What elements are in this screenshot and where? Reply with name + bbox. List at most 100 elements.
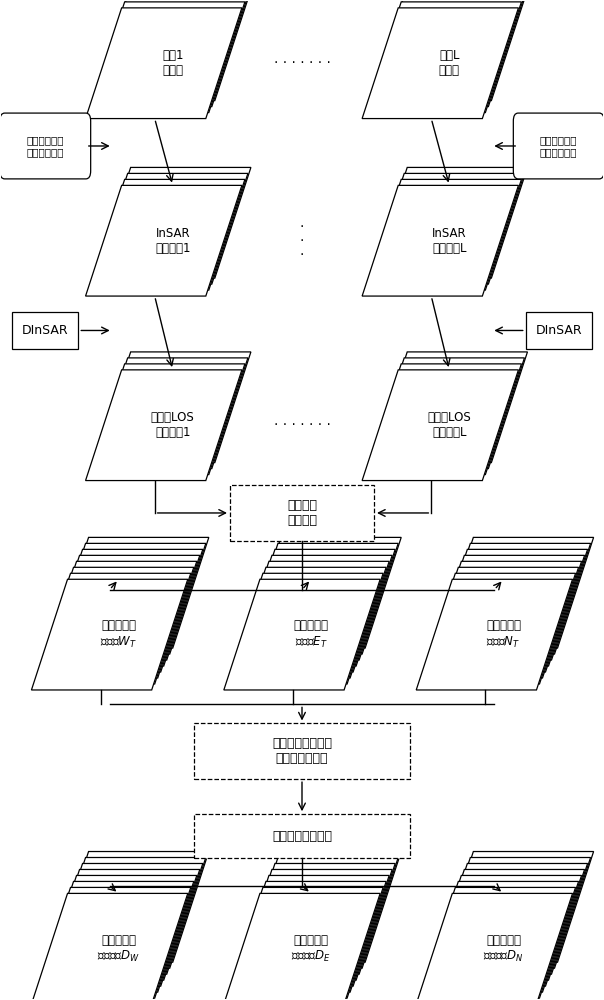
- Polygon shape: [239, 863, 395, 974]
- Polygon shape: [92, 173, 248, 284]
- FancyBboxPatch shape: [194, 814, 410, 858]
- Polygon shape: [437, 537, 594, 648]
- Text: DInSAR: DInSAR: [22, 324, 69, 337]
- Polygon shape: [422, 567, 579, 678]
- Text: InSAR
干涉对集L: InSAR 干涉对集L: [432, 227, 467, 255]
- Polygon shape: [31, 893, 188, 1000]
- Polygon shape: [89, 364, 245, 475]
- Polygon shape: [362, 185, 518, 296]
- Text: 多时相东西
向形变$E_T$: 多时相东西 向形变$E_T$: [294, 619, 329, 650]
- Polygon shape: [47, 863, 203, 974]
- Polygon shape: [227, 887, 383, 998]
- Polygon shape: [43, 555, 200, 666]
- Polygon shape: [89, 2, 245, 113]
- Text: · · · · · · ·: · · · · · · ·: [274, 56, 330, 70]
- Text: ·
·
·: · · ·: [300, 220, 304, 262]
- Polygon shape: [236, 869, 392, 980]
- Polygon shape: [50, 858, 206, 968]
- Polygon shape: [371, 167, 527, 278]
- Polygon shape: [34, 887, 191, 998]
- Text: 多时相LOS
向形变集L: 多时相LOS 向形变集L: [428, 411, 471, 439]
- Polygon shape: [95, 0, 251, 101]
- Polygon shape: [362, 8, 518, 119]
- Text: DInSAR: DInSAR: [535, 324, 582, 337]
- Polygon shape: [92, 0, 248, 107]
- Polygon shape: [242, 858, 398, 968]
- Text: 数据集特征和
矿区形变量级: 数据集特征和 矿区形变量级: [540, 135, 577, 157]
- Polygon shape: [425, 875, 582, 986]
- Text: 多时相垂直
向形变$W_T$: 多时相垂直 向形变$W_T$: [100, 619, 137, 650]
- Polygon shape: [230, 881, 386, 992]
- Text: 多时相LOS
向形变集1: 多时相LOS 向形变集1: [151, 411, 194, 439]
- Polygon shape: [365, 179, 521, 290]
- Polygon shape: [368, 173, 524, 284]
- Text: 时序南北向
形变序列$D_N$: 时序南北向 形变序列$D_N$: [483, 934, 524, 964]
- FancyBboxPatch shape: [513, 113, 604, 179]
- Polygon shape: [95, 352, 251, 463]
- Polygon shape: [416, 579, 573, 690]
- Polygon shape: [422, 881, 579, 992]
- Text: 多时相南北
向形变$N_T$: 多时相南北 向形变$N_T$: [486, 619, 521, 650]
- Polygon shape: [437, 852, 594, 962]
- Text: 形变速率与多时相
形变观测值建模: 形变速率与多时相 形变观测值建模: [272, 737, 332, 765]
- FancyBboxPatch shape: [194, 723, 410, 779]
- Polygon shape: [431, 549, 588, 660]
- Polygon shape: [37, 567, 194, 678]
- Polygon shape: [224, 893, 380, 1000]
- Polygon shape: [434, 858, 591, 968]
- Polygon shape: [92, 358, 248, 469]
- Polygon shape: [368, 358, 524, 469]
- Polygon shape: [53, 852, 209, 962]
- Polygon shape: [236, 555, 392, 666]
- Polygon shape: [37, 881, 194, 992]
- FancyBboxPatch shape: [0, 113, 91, 179]
- Polygon shape: [233, 875, 389, 986]
- Polygon shape: [428, 555, 585, 666]
- Polygon shape: [40, 875, 197, 986]
- Polygon shape: [371, 352, 527, 463]
- Polygon shape: [86, 8, 242, 119]
- Polygon shape: [245, 537, 401, 648]
- Polygon shape: [40, 561, 197, 672]
- Polygon shape: [365, 2, 521, 113]
- Polygon shape: [50, 543, 206, 654]
- Polygon shape: [419, 573, 576, 684]
- Polygon shape: [239, 549, 395, 660]
- Polygon shape: [230, 567, 386, 678]
- Polygon shape: [242, 543, 398, 654]
- Polygon shape: [245, 852, 401, 962]
- Polygon shape: [233, 561, 389, 672]
- Polygon shape: [89, 179, 245, 290]
- Polygon shape: [86, 370, 242, 481]
- Polygon shape: [416, 893, 573, 1000]
- Polygon shape: [362, 370, 518, 481]
- Polygon shape: [365, 364, 521, 475]
- Text: · · · · · · ·: · · · · · · ·: [274, 418, 330, 432]
- FancyBboxPatch shape: [525, 312, 592, 349]
- Polygon shape: [31, 579, 188, 690]
- Text: 数据集特征和
矿区形变量级: 数据集特征和 矿区形变量级: [27, 135, 64, 157]
- Text: 时序东西向
形变序列$D_E$: 时序东西向 形变序列$D_E$: [291, 934, 331, 964]
- Polygon shape: [428, 869, 585, 980]
- Polygon shape: [434, 543, 591, 654]
- Polygon shape: [95, 167, 251, 278]
- Polygon shape: [224, 579, 380, 690]
- Text: 轨道1
数据集: 轨道1 数据集: [162, 49, 184, 77]
- Polygon shape: [425, 561, 582, 672]
- Polygon shape: [86, 185, 242, 296]
- Polygon shape: [227, 573, 383, 684]
- FancyBboxPatch shape: [12, 312, 79, 349]
- Text: 轨道L
数据集: 轨道L 数据集: [439, 49, 460, 77]
- Polygon shape: [419, 887, 576, 998]
- Polygon shape: [43, 869, 200, 980]
- Polygon shape: [47, 549, 203, 660]
- Polygon shape: [34, 573, 191, 684]
- FancyBboxPatch shape: [230, 485, 374, 541]
- Polygon shape: [53, 537, 209, 648]
- Polygon shape: [431, 863, 588, 974]
- Text: 时序垂直向
形变序列$D_W$: 时序垂直向 形变序列$D_W$: [97, 934, 140, 964]
- Text: InSAR
干涉对集1: InSAR 干涉对集1: [155, 227, 190, 255]
- Polygon shape: [371, 0, 527, 101]
- Text: 开采沉陷
先验模型: 开采沉陷 先验模型: [287, 499, 317, 527]
- Text: 广义最小二乘算法: 广义最小二乘算法: [272, 830, 332, 843]
